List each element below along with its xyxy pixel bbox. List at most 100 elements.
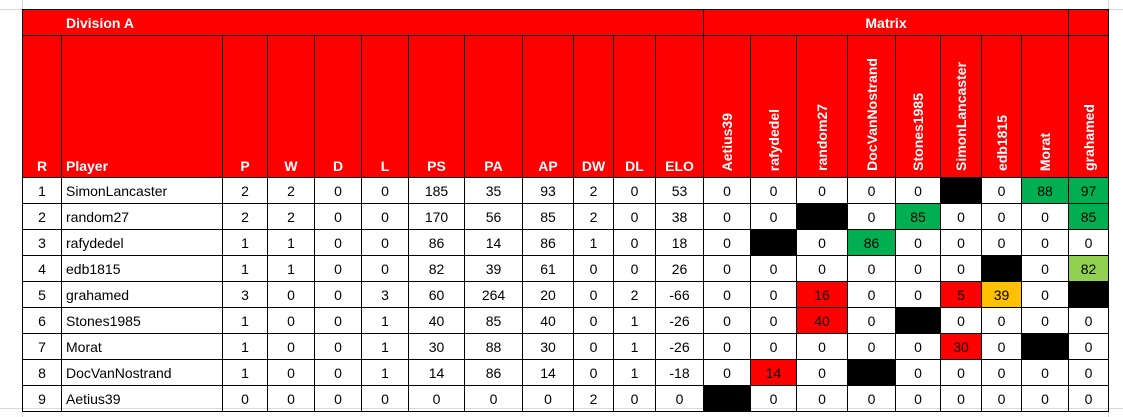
matrix-cell: 0	[703, 333, 751, 360]
stat-cell: 88	[464, 333, 523, 360]
matrix-column-header: Morat	[1021, 35, 1069, 178]
stat-cell: 264	[464, 281, 523, 308]
column-header: R	[22, 35, 62, 178]
stat-cell: 0	[361, 255, 409, 282]
stat-cell: 0	[573, 307, 614, 334]
stat-cell: 0	[361, 177, 409, 204]
player-cell: random27	[61, 203, 223, 230]
matrix-column-label: random27	[814, 104, 830, 171]
stat-cell: 0	[613, 255, 656, 282]
matrix-cell: 0	[1068, 229, 1109, 256]
stat-cell: 0	[314, 177, 362, 204]
matrix-cell: 0	[847, 177, 896, 204]
matrix-cell	[750, 229, 797, 256]
stat-cell: 0	[267, 333, 315, 360]
matrix-cell: 0	[847, 255, 896, 282]
matrix-cell: 0	[981, 177, 1022, 204]
matrix-cell: 5	[940, 281, 982, 308]
stat-cell: 0	[522, 385, 574, 412]
stat-cell: -26	[655, 333, 704, 360]
matrix-cell: 0	[796, 255, 848, 282]
stat-cell: 4	[22, 255, 62, 282]
stat-cell: 1	[267, 255, 315, 282]
stat-cell: -66	[655, 281, 704, 308]
matrix-cell: 40	[796, 307, 848, 334]
stat-cell: 86	[464, 359, 523, 386]
stat-cell: 3	[22, 229, 62, 256]
stat-cell: 2	[613, 281, 656, 308]
matrix-cell: 0	[703, 255, 751, 282]
matrix-cell: 0	[847, 385, 896, 412]
matrix-cell: 0	[703, 177, 751, 204]
matrix-cell: 0	[796, 177, 848, 204]
stat-cell: 0	[314, 281, 362, 308]
stat-cell: 85	[522, 203, 574, 230]
matrix-column-label: Stones1985	[910, 93, 926, 171]
player-cell: edb1815	[61, 255, 223, 282]
stat-cell: 0	[361, 229, 409, 256]
matrix-cell: 0	[895, 385, 941, 412]
header-cell	[1068, 9, 1109, 36]
stat-cell: 0	[613, 385, 656, 412]
matrix-cell: 0	[796, 359, 848, 386]
stat-cell: 2	[267, 177, 315, 204]
stat-cell: 53	[655, 177, 704, 204]
stat-cell: 60	[408, 281, 465, 308]
column-header: DW	[573, 35, 614, 178]
matrix-column-label: Aetius39	[719, 112, 735, 171]
column-header: ELO	[655, 35, 704, 178]
matrix-cell: 0	[1021, 229, 1069, 256]
matrix-cell: 0	[796, 333, 848, 360]
column-header: W	[267, 35, 315, 178]
stat-cell: 0	[314, 385, 362, 412]
stat-cell: 0	[408, 385, 465, 412]
stat-cell: 1	[613, 359, 656, 386]
matrix-cell: 0	[703, 359, 751, 386]
stat-cell: 2	[573, 385, 614, 412]
stat-cell: 5	[22, 281, 62, 308]
matrix-column-label: grahamed	[1080, 104, 1097, 171]
matrix-cell	[940, 177, 982, 204]
stat-cell: 3	[361, 281, 409, 308]
stat-cell: 2	[573, 203, 614, 230]
stat-cell: 0	[314, 333, 362, 360]
stat-cell: 0	[361, 385, 409, 412]
stat-cell: 0	[613, 203, 656, 230]
matrix-cell: 0	[750, 333, 797, 360]
matrix-cell: 0	[940, 385, 982, 412]
stat-cell: 0	[573, 333, 614, 360]
matrix-column-header: edb1815	[981, 35, 1022, 178]
stat-cell: 0	[267, 385, 315, 412]
column-header: Player	[61, 35, 223, 178]
matrix-cell: 85	[895, 203, 941, 230]
matrix-cell: 0	[796, 229, 848, 256]
stat-cell: 0	[573, 359, 614, 386]
stat-cell: 1	[267, 229, 315, 256]
stat-cell: 8	[22, 359, 62, 386]
stat-cell: 82	[408, 255, 465, 282]
standings-row: 8 DocVanNostrand 1 0 0 1 14 86 14 0 1 -18 0 14 0 0 0 0 0 0	[22, 359, 1109, 386]
column-header: PA	[464, 35, 523, 178]
matrix-cell: 0	[981, 307, 1022, 334]
matrix-cell: 88	[1021, 177, 1069, 204]
player-cell: Morat	[61, 333, 223, 360]
stat-cell: 1	[222, 333, 268, 360]
matrix-cell: 0	[981, 333, 1022, 360]
stat-cell: 1	[361, 307, 409, 334]
matrix-column-header: SimonLancaster	[940, 35, 982, 178]
matrix-cell	[981, 255, 1022, 282]
stat-cell: 9	[22, 385, 62, 412]
stat-cell: 7	[22, 333, 62, 360]
matrix-cell: 0	[1068, 307, 1109, 334]
stat-cell: 93	[522, 177, 574, 204]
stat-cell: 3	[222, 281, 268, 308]
stat-cell: 14	[464, 229, 523, 256]
standings-row: 9 Aetius39 0 0 0 0 0 0 0 2 0 0 0 0 0 0 0 0 0 0	[22, 385, 1109, 412]
player-cell: Aetius39	[61, 385, 223, 412]
column-header: DL	[613, 35, 656, 178]
stat-cell: 2	[573, 177, 614, 204]
matrix-cell: 0	[895, 255, 941, 282]
standings-row: 7 Morat 1 0 0 1 30 88 30 0 1 -26 0 0 0 0 0 30 0 0	[22, 333, 1109, 360]
matrix-cell: 0	[981, 359, 1022, 386]
stat-cell: 0	[655, 385, 704, 412]
